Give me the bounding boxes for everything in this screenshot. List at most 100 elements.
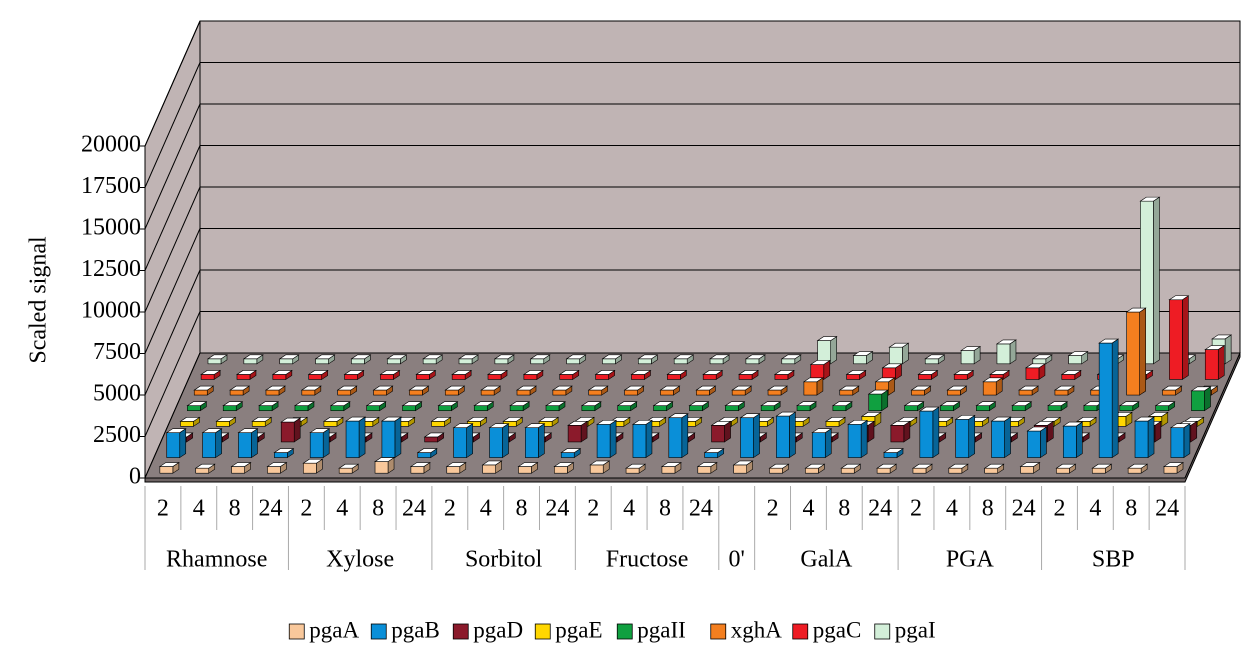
- legend-swatch: [370, 623, 387, 640]
- bar: [601, 354, 623, 365]
- bar-top: [1047, 401, 1069, 407]
- bar-top: [230, 462, 252, 467]
- bar-front: [853, 355, 867, 365]
- bar-top: [560, 448, 582, 453]
- bar-front: [689, 405, 703, 411]
- bar: [229, 385, 251, 396]
- legend-swatch: [452, 623, 469, 640]
- bar: [773, 369, 795, 380]
- bar-front: [381, 420, 396, 458]
- bar-top: [911, 463, 933, 469]
- y-axis-label: Scaled signal: [26, 236, 52, 364]
- bar-side: [1153, 196, 1160, 365]
- bar: [1067, 350, 1089, 365]
- bar: [251, 416, 273, 427]
- bar-front: [330, 405, 345, 411]
- bar-side: [932, 406, 940, 459]
- legend-label: pgaI: [895, 617, 936, 642]
- bar: [696, 461, 718, 474]
- bar-top: [1204, 345, 1226, 350]
- bar: [473, 401, 495, 412]
- bar-front: [530, 358, 545, 365]
- bar-top: [982, 377, 1004, 383]
- bar-top: [1076, 417, 1098, 422]
- bar-top: [215, 417, 237, 422]
- bar-front: [1134, 420, 1149, 458]
- grid-line: [144, 145, 201, 271]
- bar-side: [394, 416, 402, 459]
- bar: [338, 463, 360, 474]
- group-label: GalA: [800, 547, 853, 573]
- bar: [918, 406, 940, 459]
- bar: [831, 401, 853, 412]
- bar-top: [695, 385, 717, 391]
- bar-top: [589, 460, 611, 466]
- bar-front: [919, 410, 934, 458]
- bar: [322, 416, 344, 427]
- bar: [538, 416, 560, 427]
- bar-front: [159, 466, 174, 474]
- bar-front: [180, 421, 194, 427]
- bar: [280, 417, 302, 443]
- bar: [451, 369, 473, 380]
- bar-top: [910, 385, 932, 391]
- bar-top: [596, 420, 618, 425]
- bar-front: [559, 374, 574, 380]
- bar-front: [1162, 389, 1176, 396]
- x-tick-label: 4: [623, 496, 635, 522]
- bar-front: [624, 389, 638, 396]
- legend-swatch: [616, 623, 633, 640]
- grid-line: [144, 228, 201, 354]
- bar-front: [458, 358, 473, 365]
- bar-top: [194, 463, 216, 469]
- bar: [230, 461, 252, 474]
- bar-front: [846, 374, 860, 380]
- bar-front: [509, 405, 524, 411]
- bar-front: [1155, 405, 1169, 411]
- bar-front: [258, 405, 273, 411]
- bar-front: [660, 389, 674, 396]
- bar: [995, 339, 1017, 365]
- bar: [302, 458, 324, 474]
- bar-top: [1154, 401, 1176, 407]
- bar-top: [990, 416, 1012, 422]
- bar: [596, 419, 618, 459]
- bar-front: [438, 405, 452, 411]
- bar-top: [380, 416, 402, 422]
- bar: [811, 428, 833, 459]
- bar-top: [954, 415, 976, 420]
- bar-front: [673, 358, 688, 365]
- bar-front: [709, 358, 724, 365]
- bar-top: [1019, 462, 1041, 467]
- bar-front: [740, 417, 754, 458]
- bar-front: [805, 467, 819, 474]
- bar-top: [516, 385, 537, 391]
- bar-top: [1024, 363, 1046, 369]
- bar-top: [744, 354, 766, 360]
- bar-front: [279, 358, 294, 365]
- bar-front: [839, 389, 854, 396]
- bar-top: [386, 354, 408, 360]
- bar-front: [446, 466, 461, 474]
- legend-swatch: [792, 623, 809, 640]
- bar: [452, 423, 474, 459]
- bar: [659, 385, 681, 396]
- bar-top: [307, 370, 329, 375]
- bar-front: [1091, 467, 1106, 474]
- bar-front: [567, 425, 582, 443]
- bar-front: [940, 405, 954, 411]
- legend-label: pgaD: [473, 617, 523, 642]
- legend-label: pgaA: [309, 617, 359, 642]
- bar: [802, 377, 824, 396]
- bar-front: [697, 466, 712, 474]
- group-label: Fructose: [606, 547, 689, 573]
- bar-top: [416, 448, 438, 453]
- bar-front: [1127, 467, 1142, 474]
- grid-line: [144, 311, 201, 437]
- bar-front: [518, 466, 532, 474]
- bar: [409, 461, 431, 474]
- bar: [509, 401, 531, 412]
- bar-side: [1004, 416, 1011, 459]
- bar-top: [983, 463, 1005, 469]
